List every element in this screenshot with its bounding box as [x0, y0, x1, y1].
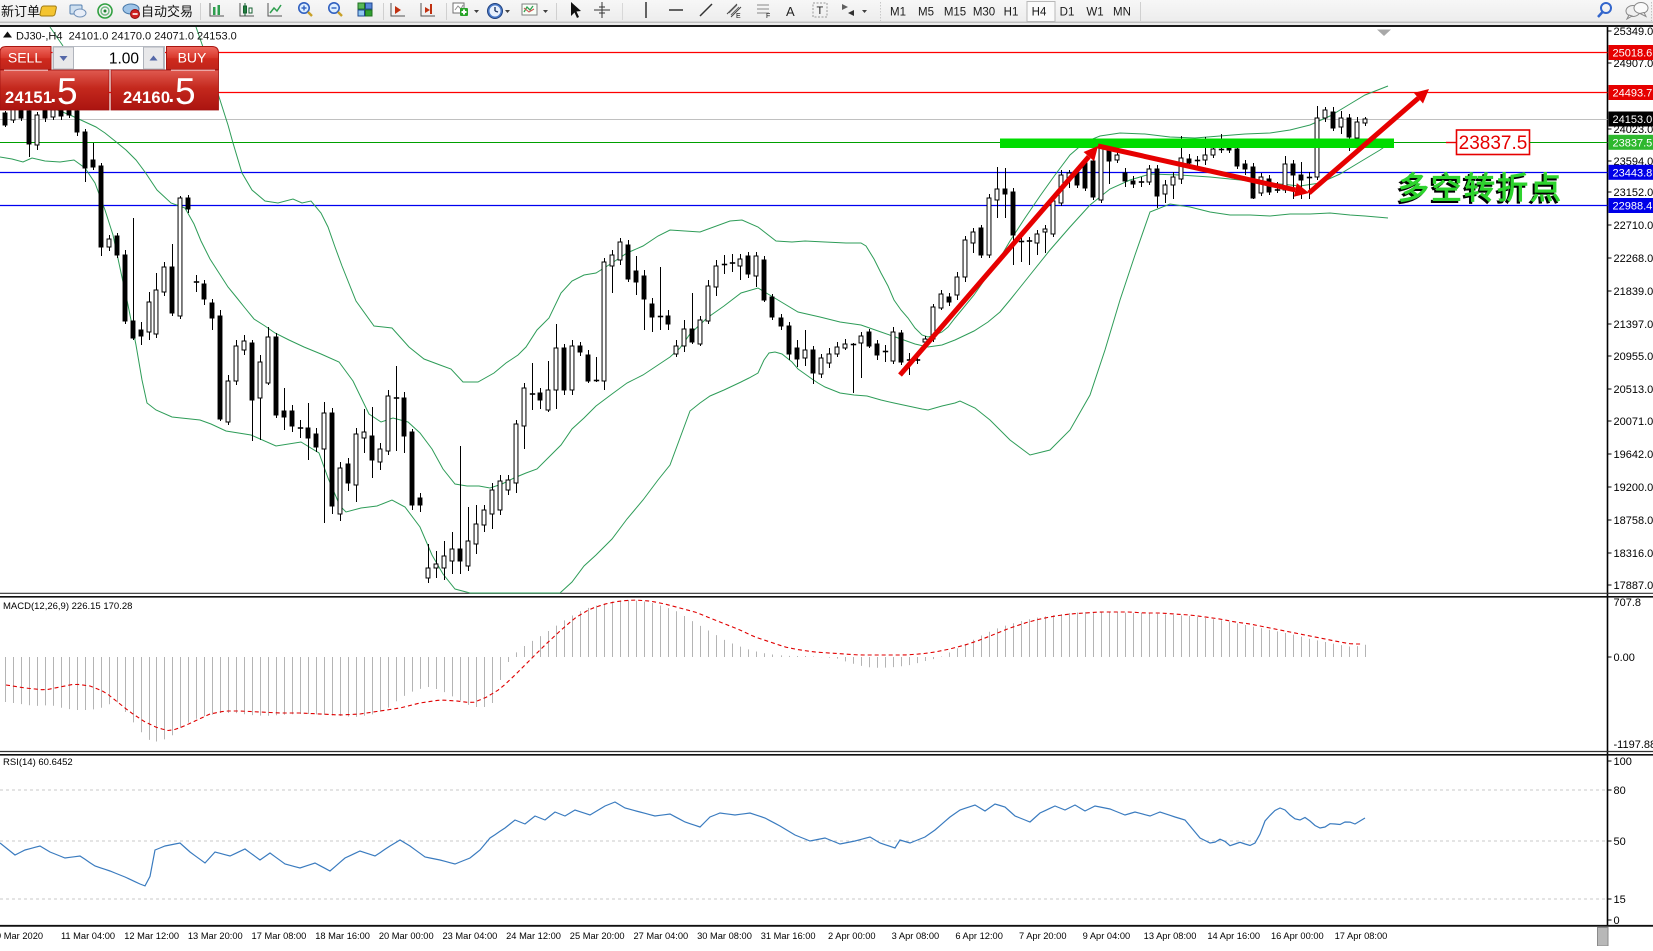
svg-text:M15: M15 [944, 7, 966, 19]
svg-text:A: A [786, 4, 795, 19]
svg-text:17 Mar 08:00: 17 Mar 08:00 [252, 931, 307, 941]
svg-text:22988.4: 22988.4 [1613, 201, 1653, 213]
svg-text:7 Apr 20:00: 7 Apr 20:00 [1019, 931, 1067, 941]
svg-text:BUY: BUY [178, 50, 207, 66]
svg-text:23837.5: 23837.5 [1459, 133, 1528, 154]
svg-text:F: F [766, 13, 770, 20]
svg-text:0.00: 0.00 [1614, 652, 1635, 664]
svg-text:14 Apr 16:00: 14 Apr 16:00 [1207, 931, 1260, 941]
svg-text:M5: M5 [918, 7, 934, 19]
svg-text:100: 100 [1614, 756, 1632, 768]
svg-text:0: 0 [1614, 915, 1620, 927]
svg-text:多空转折点: 多空转折点 [1398, 171, 1563, 206]
svg-text:H1: H1 [1004, 7, 1019, 19]
svg-text:11 Mar 04:00: 11 Mar 04:00 [61, 931, 115, 941]
svg-text:24151: 24151 [5, 89, 52, 107]
svg-text:5: 5 [57, 71, 78, 112]
svg-text:SELL: SELL [8, 50, 42, 66]
svg-text:12 Mar 12:00: 12 Mar 12:00 [124, 931, 179, 941]
svg-text:13 Mar 20:00: 13 Mar 20:00 [188, 931, 243, 941]
svg-text:17 Apr 08:00: 17 Apr 08:00 [1335, 931, 1388, 941]
svg-text:-1197.88: -1197.88 [1614, 739, 1653, 751]
svg-text:22268.0: 22268.0 [1614, 253, 1653, 265]
svg-text:22710.0: 22710.0 [1614, 220, 1653, 232]
svg-text:15: 15 [1614, 894, 1626, 906]
svg-text:30 Mar 08:00: 30 Mar 08:00 [697, 931, 752, 941]
svg-text:25018.6: 25018.6 [1613, 48, 1653, 60]
svg-text:24493.7: 24493.7 [1613, 88, 1653, 100]
svg-text:20955.0: 20955.0 [1614, 351, 1653, 363]
svg-text:16 Apr 00:00: 16 Apr 00:00 [1271, 931, 1324, 941]
svg-text:24160: 24160 [123, 89, 170, 107]
svg-text:1.00: 1.00 [109, 51, 140, 68]
svg-text:M30: M30 [973, 7, 995, 19]
svg-text:20513.0: 20513.0 [1614, 384, 1653, 396]
svg-text:M1: M1 [890, 7, 906, 19]
svg-text:23 Mar 04:00: 23 Mar 04:00 [443, 931, 498, 941]
svg-text:H4: H4 [1032, 7, 1047, 19]
svg-text:20 Mar 00:00: 20 Mar 00:00 [379, 931, 434, 941]
svg-text:25349.0: 25349.0 [1614, 26, 1653, 38]
svg-text:W1: W1 [1086, 7, 1103, 19]
svg-text:MACD(12,26,9) 226.15 170.28: MACD(12,26,9) 226.15 170.28 [3, 601, 132, 612]
svg-text:80: 80 [1614, 785, 1626, 797]
svg-text:19200.0: 19200.0 [1614, 482, 1653, 494]
svg-text:5: 5 [175, 71, 196, 112]
svg-text:6 Apr 12:00: 6 Apr 12:00 [955, 931, 1003, 941]
svg-text:18758.0: 18758.0 [1614, 515, 1653, 527]
svg-text:2 Apr 00:00: 2 Apr 00:00 [828, 931, 876, 941]
svg-text:50: 50 [1614, 836, 1626, 848]
svg-text:MN: MN [1113, 7, 1131, 19]
svg-text:自动交易: 自动交易 [141, 4, 193, 19]
svg-text:19642.0: 19642.0 [1614, 449, 1653, 461]
svg-text:23443.8: 23443.8 [1613, 167, 1653, 179]
svg-text:D1: D1 [1060, 7, 1075, 19]
svg-text:新订单: 新订单 [1, 4, 40, 19]
svg-text:9 Apr 04:00: 9 Apr 04:00 [1083, 931, 1131, 941]
svg-text:.: . [169, 85, 175, 107]
svg-text:24 Mar 12:00: 24 Mar 12:00 [506, 931, 561, 941]
svg-text:707.8: 707.8 [1614, 597, 1642, 609]
svg-text:20071.0: 20071.0 [1614, 416, 1653, 428]
svg-text:.: . [51, 85, 57, 107]
svg-text:E: E [736, 13, 741, 20]
svg-text:21397.0: 21397.0 [1614, 319, 1653, 331]
svg-text:23152.0: 23152.0 [1614, 187, 1653, 199]
svg-text:9 Mar 2020: 9 Mar 2020 [0, 931, 43, 941]
svg-text:23837.5: 23837.5 [1613, 137, 1653, 149]
svg-text:T: T [817, 5, 824, 17]
svg-text:31 Mar 16:00: 31 Mar 16:00 [761, 931, 816, 941]
svg-text:27 Mar 04:00: 27 Mar 04:00 [633, 931, 688, 941]
svg-text:18 Mar 16:00: 18 Mar 16:00 [315, 931, 370, 941]
svg-text:21839.0: 21839.0 [1614, 286, 1653, 298]
svg-text:DJ30-,H4 24101.0 24170.0 2407: DJ30-,H4 24101.0 24170.0 24071.0 24153.0 [16, 31, 237, 43]
svg-text:25 Mar 20:00: 25 Mar 20:00 [570, 931, 625, 941]
svg-text:24153.0: 24153.0 [1613, 114, 1653, 126]
svg-text:13 Apr 08:00: 13 Apr 08:00 [1144, 931, 1197, 941]
svg-text:3 Apr 08:00: 3 Apr 08:00 [892, 931, 940, 941]
svg-text:18316.0: 18316.0 [1614, 548, 1653, 560]
svg-text:RSI(14) 60.6452: RSI(14) 60.6452 [3, 757, 73, 768]
svg-text:17887.0: 17887.0 [1614, 580, 1653, 592]
